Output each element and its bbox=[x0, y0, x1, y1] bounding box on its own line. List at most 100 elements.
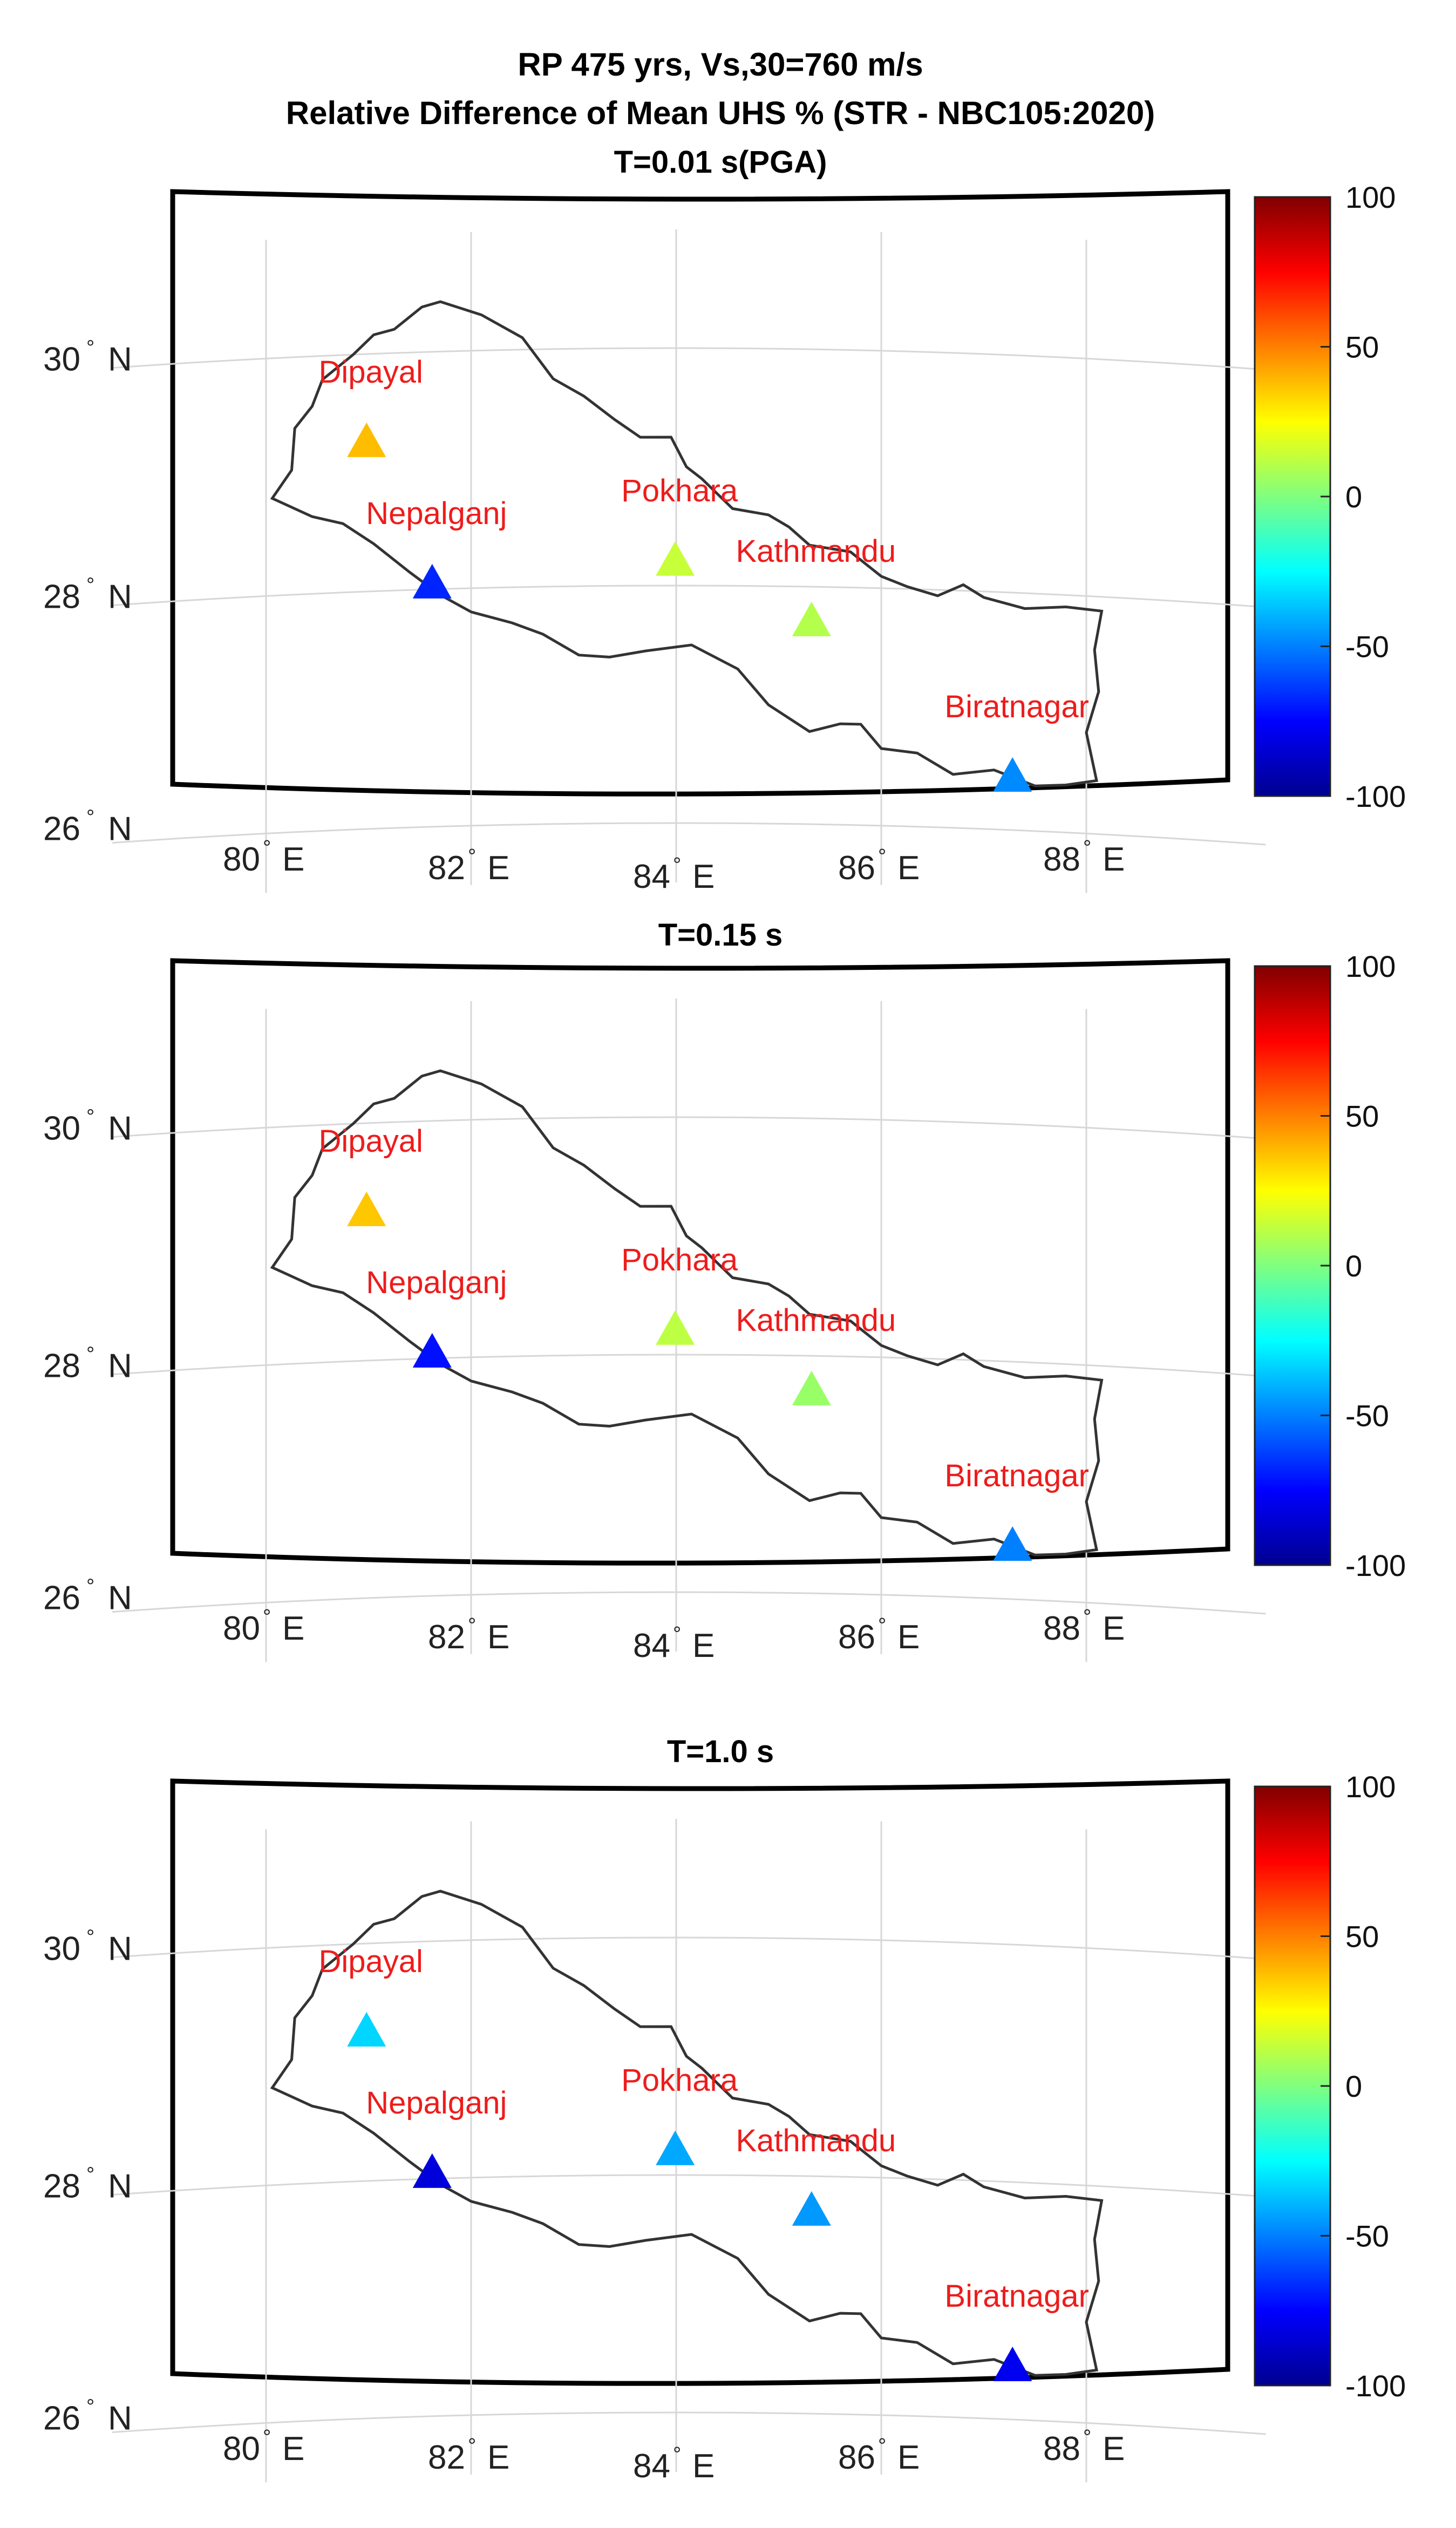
site-label-pokhara: Pokhara bbox=[621, 1242, 738, 1277]
degree-symbol: ° bbox=[86, 574, 94, 596]
degree-symbol: ° bbox=[263, 2426, 271, 2449]
panel-title: T=0.15 s bbox=[658, 918, 783, 953]
site-label-dipayal: Dipayal bbox=[318, 1124, 423, 1159]
colorbar bbox=[1254, 1785, 1331, 2387]
lat-tick-label: 28 bbox=[43, 1347, 80, 1384]
colorbar bbox=[1254, 965, 1331, 1566]
lat-tick-label: 30 bbox=[43, 341, 80, 378]
lat-tick-suffix: N bbox=[108, 341, 132, 378]
parallel-line bbox=[112, 347, 1266, 371]
site-label-nepalganj: Nepalganj bbox=[366, 2085, 507, 2121]
lon-tick-label: 84 bbox=[633, 858, 670, 895]
parallel-line bbox=[112, 2411, 1266, 2435]
degree-symbol: ° bbox=[86, 1926, 94, 1948]
site-label-kathmandu: Kathmandu bbox=[736, 1303, 896, 1338]
lat-tick-label: 26 bbox=[43, 1579, 80, 1616]
site-label-biratnagar: Biratnagar bbox=[944, 1458, 1089, 1493]
figure-title-line1: RP 475 yrs, Vs,30=760 m/s bbox=[518, 46, 923, 83]
colorbar-tick-label: 50 bbox=[1345, 1920, 1379, 1954]
colorbar-tick-label: 100 bbox=[1345, 180, 1396, 214]
site-label-dipayal: Dipayal bbox=[318, 1944, 423, 1979]
colorbar-tick-label: 0 bbox=[1345, 1249, 1362, 1283]
degree-symbol: ° bbox=[86, 336, 94, 359]
degree-symbol: ° bbox=[468, 2435, 476, 2457]
site-marker-dipayal bbox=[347, 422, 386, 457]
panel-title: T=0.01 s(PGA) bbox=[614, 145, 827, 180]
colorbar-tick-label: -100 bbox=[1345, 779, 1406, 813]
parallel-line bbox=[112, 585, 1266, 608]
lat-tick-suffix: N bbox=[108, 1579, 132, 1616]
lon-tick-label: 86 bbox=[838, 1619, 875, 1656]
site-marker-kathmandu bbox=[792, 601, 831, 636]
parallel-line bbox=[112, 1116, 1266, 1140]
lat-tick-label: 30 bbox=[43, 1930, 80, 1967]
lon-tick-suffix: E bbox=[1103, 1610, 1125, 1647]
site-marker-kathmandu bbox=[792, 1370, 831, 1405]
lat-tick-label: 26 bbox=[43, 2400, 80, 2437]
lon-tick-suffix: E bbox=[1103, 841, 1125, 878]
lon-tick-label: 88 bbox=[1043, 2430, 1080, 2468]
lon-tick-label: 82 bbox=[428, 1619, 465, 1656]
lon-tick-label: 80 bbox=[223, 2430, 260, 2468]
lon-tick-suffix: E bbox=[487, 2439, 509, 2476]
lon-tick-suffix: E bbox=[897, 2439, 920, 2476]
lon-tick-suffix: E bbox=[487, 850, 509, 887]
colorbar-tick-label: -100 bbox=[1345, 2369, 1406, 2403]
lon-tick-suffix: E bbox=[487, 1619, 509, 1656]
parallel-line bbox=[112, 2174, 1266, 2198]
site-label-pokhara: Pokhara bbox=[621, 2063, 738, 2098]
degree-symbol: ° bbox=[1083, 2426, 1091, 2449]
lon-tick-suffix: E bbox=[897, 1619, 920, 1656]
lon-tick-label: 86 bbox=[838, 850, 875, 887]
lon-tick-label: 80 bbox=[223, 841, 260, 878]
lon-tick-suffix: E bbox=[897, 850, 920, 887]
degree-symbol: ° bbox=[673, 2443, 681, 2466]
degree-symbol: ° bbox=[673, 1623, 681, 1646]
nepal-boundary bbox=[270, 300, 1104, 787]
colorbar-tick-label: -50 bbox=[1345, 2219, 1389, 2253]
site-label-biratnagar: Biratnagar bbox=[944, 2279, 1089, 2314]
lon-tick-suffix: E bbox=[1103, 2430, 1125, 2468]
degree-symbol: ° bbox=[263, 837, 271, 859]
colorbar-tick-label: -100 bbox=[1345, 1548, 1406, 1582]
colorbar bbox=[1254, 196, 1331, 797]
map-panels: T=0.01 s(PGA)30 ° N28 ° N26 ° N80 ° E 82 ° E 84 ° E 86 °… bbox=[43, 145, 1406, 2485]
parallel-line bbox=[112, 1354, 1266, 1377]
parallel-line bbox=[112, 1591, 1266, 1615]
map-panel-1: T=0.01 s(PGA)30 ° N28 ° N26 ° N80 ° E 82 ° E 84 ° E 86 °… bbox=[43, 145, 1406, 895]
lat-tick-suffix: N bbox=[108, 2400, 132, 2437]
site-marker-pokhara bbox=[656, 541, 695, 576]
nepal-boundary bbox=[270, 1890, 1104, 2377]
colorbar-tick-label: 50 bbox=[1345, 1099, 1379, 1133]
site-label-kathmandu: Kathmandu bbox=[736, 2123, 896, 2158]
degree-symbol: ° bbox=[1083, 1606, 1091, 1628]
map-frame bbox=[170, 189, 1230, 797]
lat-tick-suffix: N bbox=[108, 2167, 132, 2205]
nepal-boundary bbox=[270, 1069, 1104, 1557]
lon-tick-suffix: E bbox=[692, 1627, 715, 1664]
colorbar-tick-label: 100 bbox=[1345, 1770, 1396, 1804]
lat-tick-label: 26 bbox=[43, 810, 80, 847]
degree-symbol: ° bbox=[86, 806, 94, 828]
lon-tick-suffix: E bbox=[692, 858, 715, 895]
lat-tick-suffix: N bbox=[108, 578, 132, 615]
site-marker-biratnagar bbox=[993, 2347, 1032, 2382]
lon-tick-label: 84 bbox=[633, 1627, 670, 1664]
lon-tick-suffix: E bbox=[282, 2430, 304, 2468]
lon-tick-label: 82 bbox=[428, 850, 465, 887]
site-marker-pokhara bbox=[656, 2130, 695, 2165]
degree-symbol: ° bbox=[86, 2163, 94, 2186]
panel-title: T=1.0 s bbox=[667, 1734, 774, 1769]
lon-tick-label: 86 bbox=[838, 2439, 875, 2476]
site-marker-kathmandu bbox=[792, 2191, 831, 2226]
site-marker-pokhara bbox=[656, 1310, 695, 1345]
degree-symbol: ° bbox=[263, 1606, 271, 1628]
figure-title-line2: Relative Difference of Mean UHS % (STR -… bbox=[286, 95, 1155, 131]
degree-symbol: ° bbox=[86, 2395, 94, 2418]
parallel-line bbox=[112, 822, 1266, 846]
lat-tick-label: 30 bbox=[43, 1110, 80, 1147]
lat-tick-label: 28 bbox=[43, 578, 80, 615]
colorbar-tick-label: 100 bbox=[1345, 949, 1396, 983]
lon-tick-label: 84 bbox=[633, 2448, 670, 2485]
